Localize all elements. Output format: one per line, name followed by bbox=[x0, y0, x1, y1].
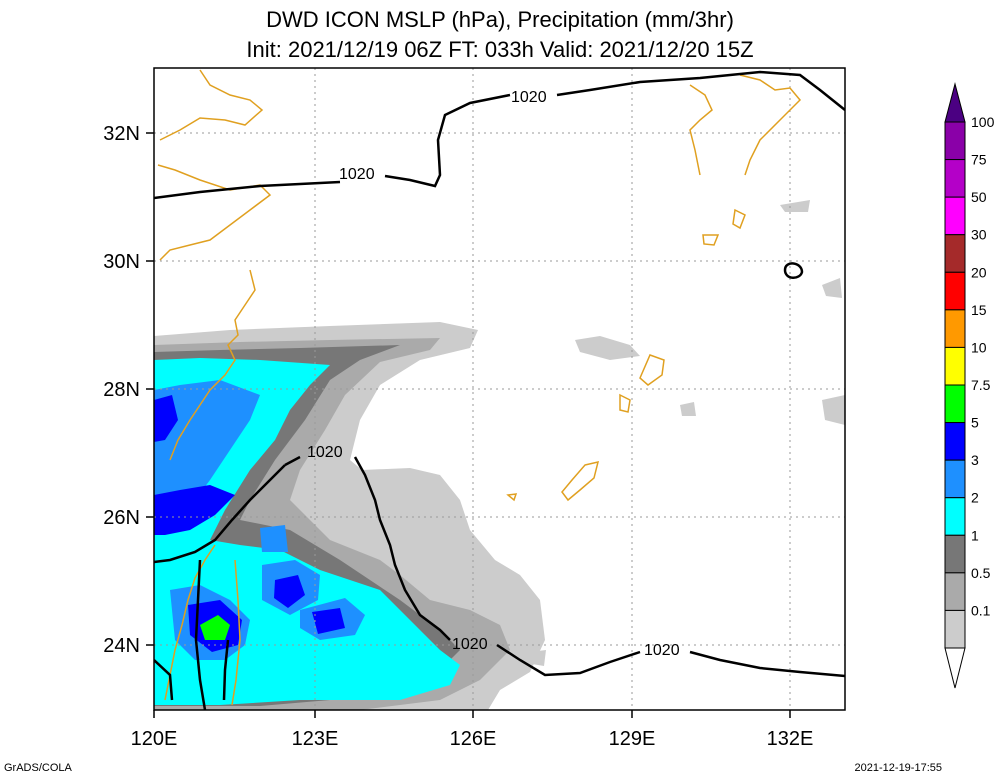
precip-area-0.1 bbox=[822, 278, 842, 298]
colorbar-level-label: 2 bbox=[971, 490, 979, 506]
colorbar-box bbox=[944, 497, 966, 536]
colorbar-level-label: 75 bbox=[971, 152, 987, 168]
colorbar-top-arrow bbox=[944, 82, 966, 123]
isobar-label: 1020 bbox=[307, 444, 343, 461]
precip-area-5 bbox=[274, 575, 305, 608]
axis-ticks bbox=[146, 132, 791, 718]
precipitation-field bbox=[154, 200, 845, 710]
precip-area-3 bbox=[154, 380, 260, 520]
footer-software-credit: GrADS/COLA bbox=[4, 762, 72, 774]
colorbar-level-label: 1 bbox=[971, 527, 979, 543]
colorbar-level-label: 5 bbox=[971, 415, 979, 431]
colorbar-box bbox=[944, 422, 966, 461]
lon-tick-labels: 120E 123E 126E 129E 132E bbox=[131, 728, 814, 750]
map-title-line2: Init: 2021/12/19 06Z FT: 033h Valid: 202… bbox=[246, 37, 754, 62]
lon-tick-label: 120E bbox=[131, 728, 178, 750]
colorbar-box bbox=[944, 609, 966, 649]
colorbar-bottom-arrow bbox=[944, 647, 966, 689]
colorbar-box bbox=[944, 159, 966, 198]
colorbar-box bbox=[944, 309, 966, 348]
isobar-label: 1020 bbox=[644, 642, 680, 659]
precip-area-0.1 bbox=[780, 200, 810, 212]
colorbar-level-label: 30 bbox=[971, 227, 987, 243]
colorbar-level-label: 0.5 bbox=[971, 565, 991, 581]
colorbar-level-label: 20 bbox=[971, 264, 987, 280]
precip-area-0.1 bbox=[680, 402, 696, 416]
isobar-label: 1020 bbox=[452, 636, 488, 653]
lat-tick-label: 28N bbox=[103, 379, 140, 401]
lat-tick-labels: 32N 30N 28N 26N 24N bbox=[103, 123, 140, 657]
colorbar-level-label: 10 bbox=[971, 339, 987, 355]
colorbar-box bbox=[944, 534, 966, 574]
precip-area-5 bbox=[154, 395, 178, 442]
lon-tick-label: 132E bbox=[767, 728, 814, 750]
precip-area-0.1 bbox=[822, 395, 845, 425]
colorbar-box bbox=[944, 121, 966, 161]
precip-area-0.1 bbox=[530, 650, 546, 666]
lat-tick-label: 32N bbox=[103, 123, 140, 145]
colorbar-box bbox=[944, 572, 966, 611]
colorbar-level-label: 7.5 bbox=[971, 377, 991, 393]
colorbar-box bbox=[944, 459, 966, 499]
colorbar-box bbox=[944, 346, 966, 386]
precip-area-3 bbox=[260, 525, 288, 552]
isobar-label: 1020 bbox=[339, 166, 375, 183]
lat-lon-grid bbox=[154, 68, 845, 710]
colorbar-level-label: 50 bbox=[971, 189, 987, 205]
precipitation-colorbar: 100 75 50 30 20 15 10 7.5 5 3 2 1 0.5 0.1 bbox=[944, 82, 995, 689]
footer-timestamp: 2021-12-19-17:55 bbox=[854, 762, 942, 774]
map-title-line1: DWD ICON MSLP (hPa), Precipitation (mm/3… bbox=[266, 7, 734, 32]
lon-tick-label: 123E bbox=[292, 728, 339, 750]
colorbar-box bbox=[944, 196, 966, 236]
colorbar-level-label: 100 bbox=[971, 114, 995, 130]
precip-area-5 bbox=[154, 485, 235, 535]
lon-tick-label: 129E bbox=[609, 728, 656, 750]
isobar-label: 1020 bbox=[511, 89, 547, 106]
colorbar-level-label: 15 bbox=[971, 302, 987, 318]
lat-tick-label: 24N bbox=[103, 635, 140, 657]
precip-area-7.5 bbox=[200, 615, 230, 640]
precip-area-0.1 bbox=[575, 336, 640, 360]
lat-tick-label: 30N bbox=[103, 251, 140, 273]
coastlines bbox=[157, 69, 802, 706]
isobar-labels: 1020 1020 1020 1020 1020 bbox=[307, 89, 680, 659]
precip-area-5 bbox=[312, 608, 345, 634]
colorbar-level-label: 0.1 bbox=[971, 602, 991, 618]
lon-tick-label: 126E bbox=[450, 728, 497, 750]
colorbar-box bbox=[944, 384, 966, 424]
colorbar-level-label: 3 bbox=[971, 452, 979, 468]
colorbar-box bbox=[944, 234, 966, 273]
isobars-1020 bbox=[154, 70, 845, 710]
lat-tick-label: 26N bbox=[103, 507, 140, 529]
colorbar-box bbox=[944, 271, 966, 311]
